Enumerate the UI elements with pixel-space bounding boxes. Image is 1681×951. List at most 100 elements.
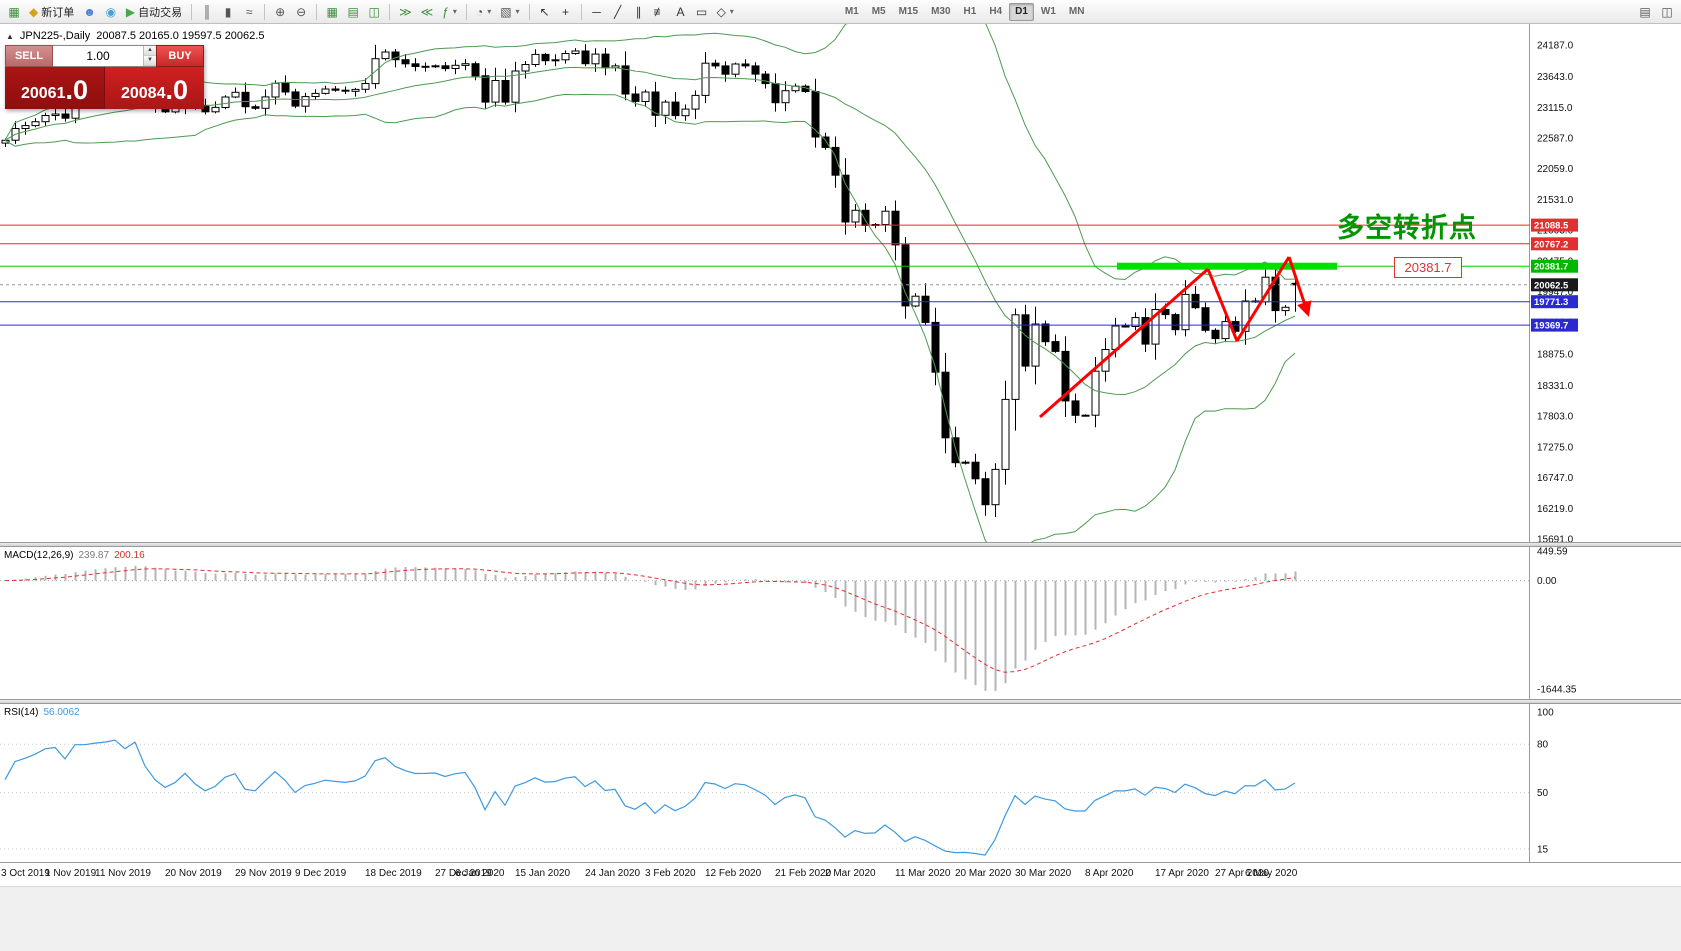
trendline[interactable] [1206,268,1239,342]
macd-signal-line[interactable] [4,568,1296,673]
date-axis-label: 20 Mar 2020 [955,868,1012,879]
text-label-tool[interactable]: ▭ [692,2,712,22]
price-badge [1531,278,1578,292]
trendline-tool-icon: ╱ [613,4,622,19]
bollinger-upper-line[interactable] [4,24,1296,281]
toolbar-separator [264,3,266,20]
mql5-community[interactable]: ◉ [101,2,121,22]
panel-separator[interactable] [0,542,1681,547]
date-axis-label: 3 Feb 2020 [645,868,696,879]
zoom-out[interactable]: ⊖ [291,2,311,22]
bollinger-lower-line[interactable] [4,93,1296,542]
volume-down-icon[interactable]: ▼ [144,56,156,66]
mql5-profile[interactable]: ☻ [79,2,100,22]
timeframe-h4[interactable]: H4 [989,6,1003,17]
periods[interactable]: ◔ ▾ [472,2,495,22]
indicators-list[interactable]: ƒ ▾ [438,2,461,22]
chart-shift-icon: ≪ [420,4,434,19]
panel-separator[interactable] [0,699,1681,704]
price-callout-box[interactable]: 20381.7 [1394,257,1462,278]
trendline[interactable] [1039,267,1209,419]
text-tool[interactable]: A [671,2,691,22]
horizontal-line-tool[interactable]: ─ [587,2,607,22]
trendline[interactable] [1287,256,1312,317]
rsi-name: RSI(14) [4,707,39,718]
price-badge [1531,259,1578,273]
shapes-tool[interactable]: ◇ ▾ [713,2,738,22]
cascade-windows[interactable]: ▤ [343,2,363,22]
chart-shift[interactable]: ≪ [417,2,438,22]
new-order[interactable]: ◆ 新订单 [25,2,78,22]
time-axis[interactable]: 3 Oct 2019 1 Nov 2019 11 Nov 2019 20 Nov 20… [0,862,1681,886]
templates[interactable]: ▧ ▾ [496,2,523,22]
bollinger-middle-line[interactable] [4,66,1296,396]
chart-profiles-icon: ▤ [1639,4,1651,19]
timeframe-m15[interactable]: M15 [898,6,919,17]
arrange-windows-icon: ◫ [368,4,380,19]
tile-windows[interactable]: ▦ [322,2,342,22]
highlight-zone[interactable] [1117,262,1337,270]
timeframe-h1[interactable]: H1 [963,6,977,17]
date-axis-label: 3 Oct 2019 [1,868,50,879]
channel-tool[interactable]: ∥ [629,2,649,22]
trendline-tool[interactable]: ╱ [608,2,628,22]
line-mode[interactable]: ≈ [239,2,259,22]
bars-mode[interactable]: ║ [197,2,217,22]
buy-price-main: 20084 [120,85,166,102]
rsi-value: 56.0062 [43,707,80,718]
rsi-panel[interactable]: 100 80 50 15 [0,704,1681,862]
text-tool-icon: A [676,4,685,19]
cursor[interactable]: ↖ [535,2,555,22]
one-click-toggle-icon[interactable]: ▲ [6,31,14,41]
timeframe-mn[interactable]: MN [1068,6,1085,17]
timeframe-m1[interactable]: M1 [844,6,859,17]
macd-histogram[interactable] [6,565,1297,691]
buy-button[interactable]: BUY [156,45,204,67]
data-window[interactable]: ◫ [1657,2,1677,22]
fibonacci-tool[interactable]: ≢ [650,2,670,22]
mql5-profile-icon: ☻ [83,4,96,19]
timeframe-m30[interactable]: M30 [931,6,951,17]
price-axis-label: 17275.0 [1537,442,1574,453]
crosshair[interactable]: + [556,2,576,22]
auto-trading[interactable]: ▶ 自动交易 [122,2,186,22]
timeframe-group: M1 M5 M15 M30 H1 H4 D1 W1 MN [839,2,1091,21]
timeframe-d1[interactable]: D1 [1009,2,1034,21]
buy-price[interactable]: 20084 .0 [105,67,204,109]
sell-button[interactable]: SELL [5,45,53,67]
macd-axis-label: -1644.35 [1537,685,1577,696]
symbol-name: JPN225-,Daily [19,30,91,42]
price-axis-label: 17803.0 [1537,412,1574,423]
timeframe-m5[interactable]: M5 [871,6,886,17]
candles-mode[interactable]: ▮ [218,2,238,22]
volume-value[interactable]: 1.00 [86,49,110,63]
symbol-ohlc: 20087.5 20165.0 19597.5 20062.5 [96,30,265,42]
candles-mode-icon: ▮ [224,4,232,19]
sell-price-frac: .0 [65,75,89,105]
price-axis-label: 19947.0 [1537,287,1574,298]
turning-point-annotation[interactable]: 多空转折点 [1337,213,1477,243]
chart-title: ▲ JPN225-,Daily 20087.5 20165.0 19597.5 … [6,30,264,42]
auto-scroll[interactable]: ≫ [395,2,416,22]
candles-layer[interactable] [1,44,1300,517]
price-axis-label: 23115.0 [1537,103,1573,114]
zoom-in[interactable]: ⊕ [270,2,290,22]
rsi-line[interactable] [4,739,1296,856]
volume-field[interactable]: 1.00 ▲ ▼ [53,45,156,67]
timeframe-w1[interactable]: W1 [1040,6,1056,17]
macd-panel[interactable]: 449.59 0.00 -1644.35 [0,547,1681,699]
price-badge [1531,237,1578,251]
sell-price[interactable]: 20061 .0 [5,67,105,109]
trendline[interactable] [1235,256,1291,342]
chart-profiles[interactable]: ▤ [1635,2,1655,22]
volume-stepper[interactable]: ▲ ▼ [143,46,156,66]
price-badge [1531,295,1578,309]
crosshair-icon: + [562,4,570,19]
volume-up-icon[interactable]: ▲ [144,46,156,56]
new-chart[interactable]: ▦ [4,2,24,22]
arrange-windows[interactable]: ◫ [364,2,384,22]
main-chart[interactable]: 24187.0 23643.0 23115.0 22587.0 22059.0 21531… [0,24,1681,542]
mql5-community-icon: ◉ [105,4,117,19]
toolbar-separator [191,3,193,20]
